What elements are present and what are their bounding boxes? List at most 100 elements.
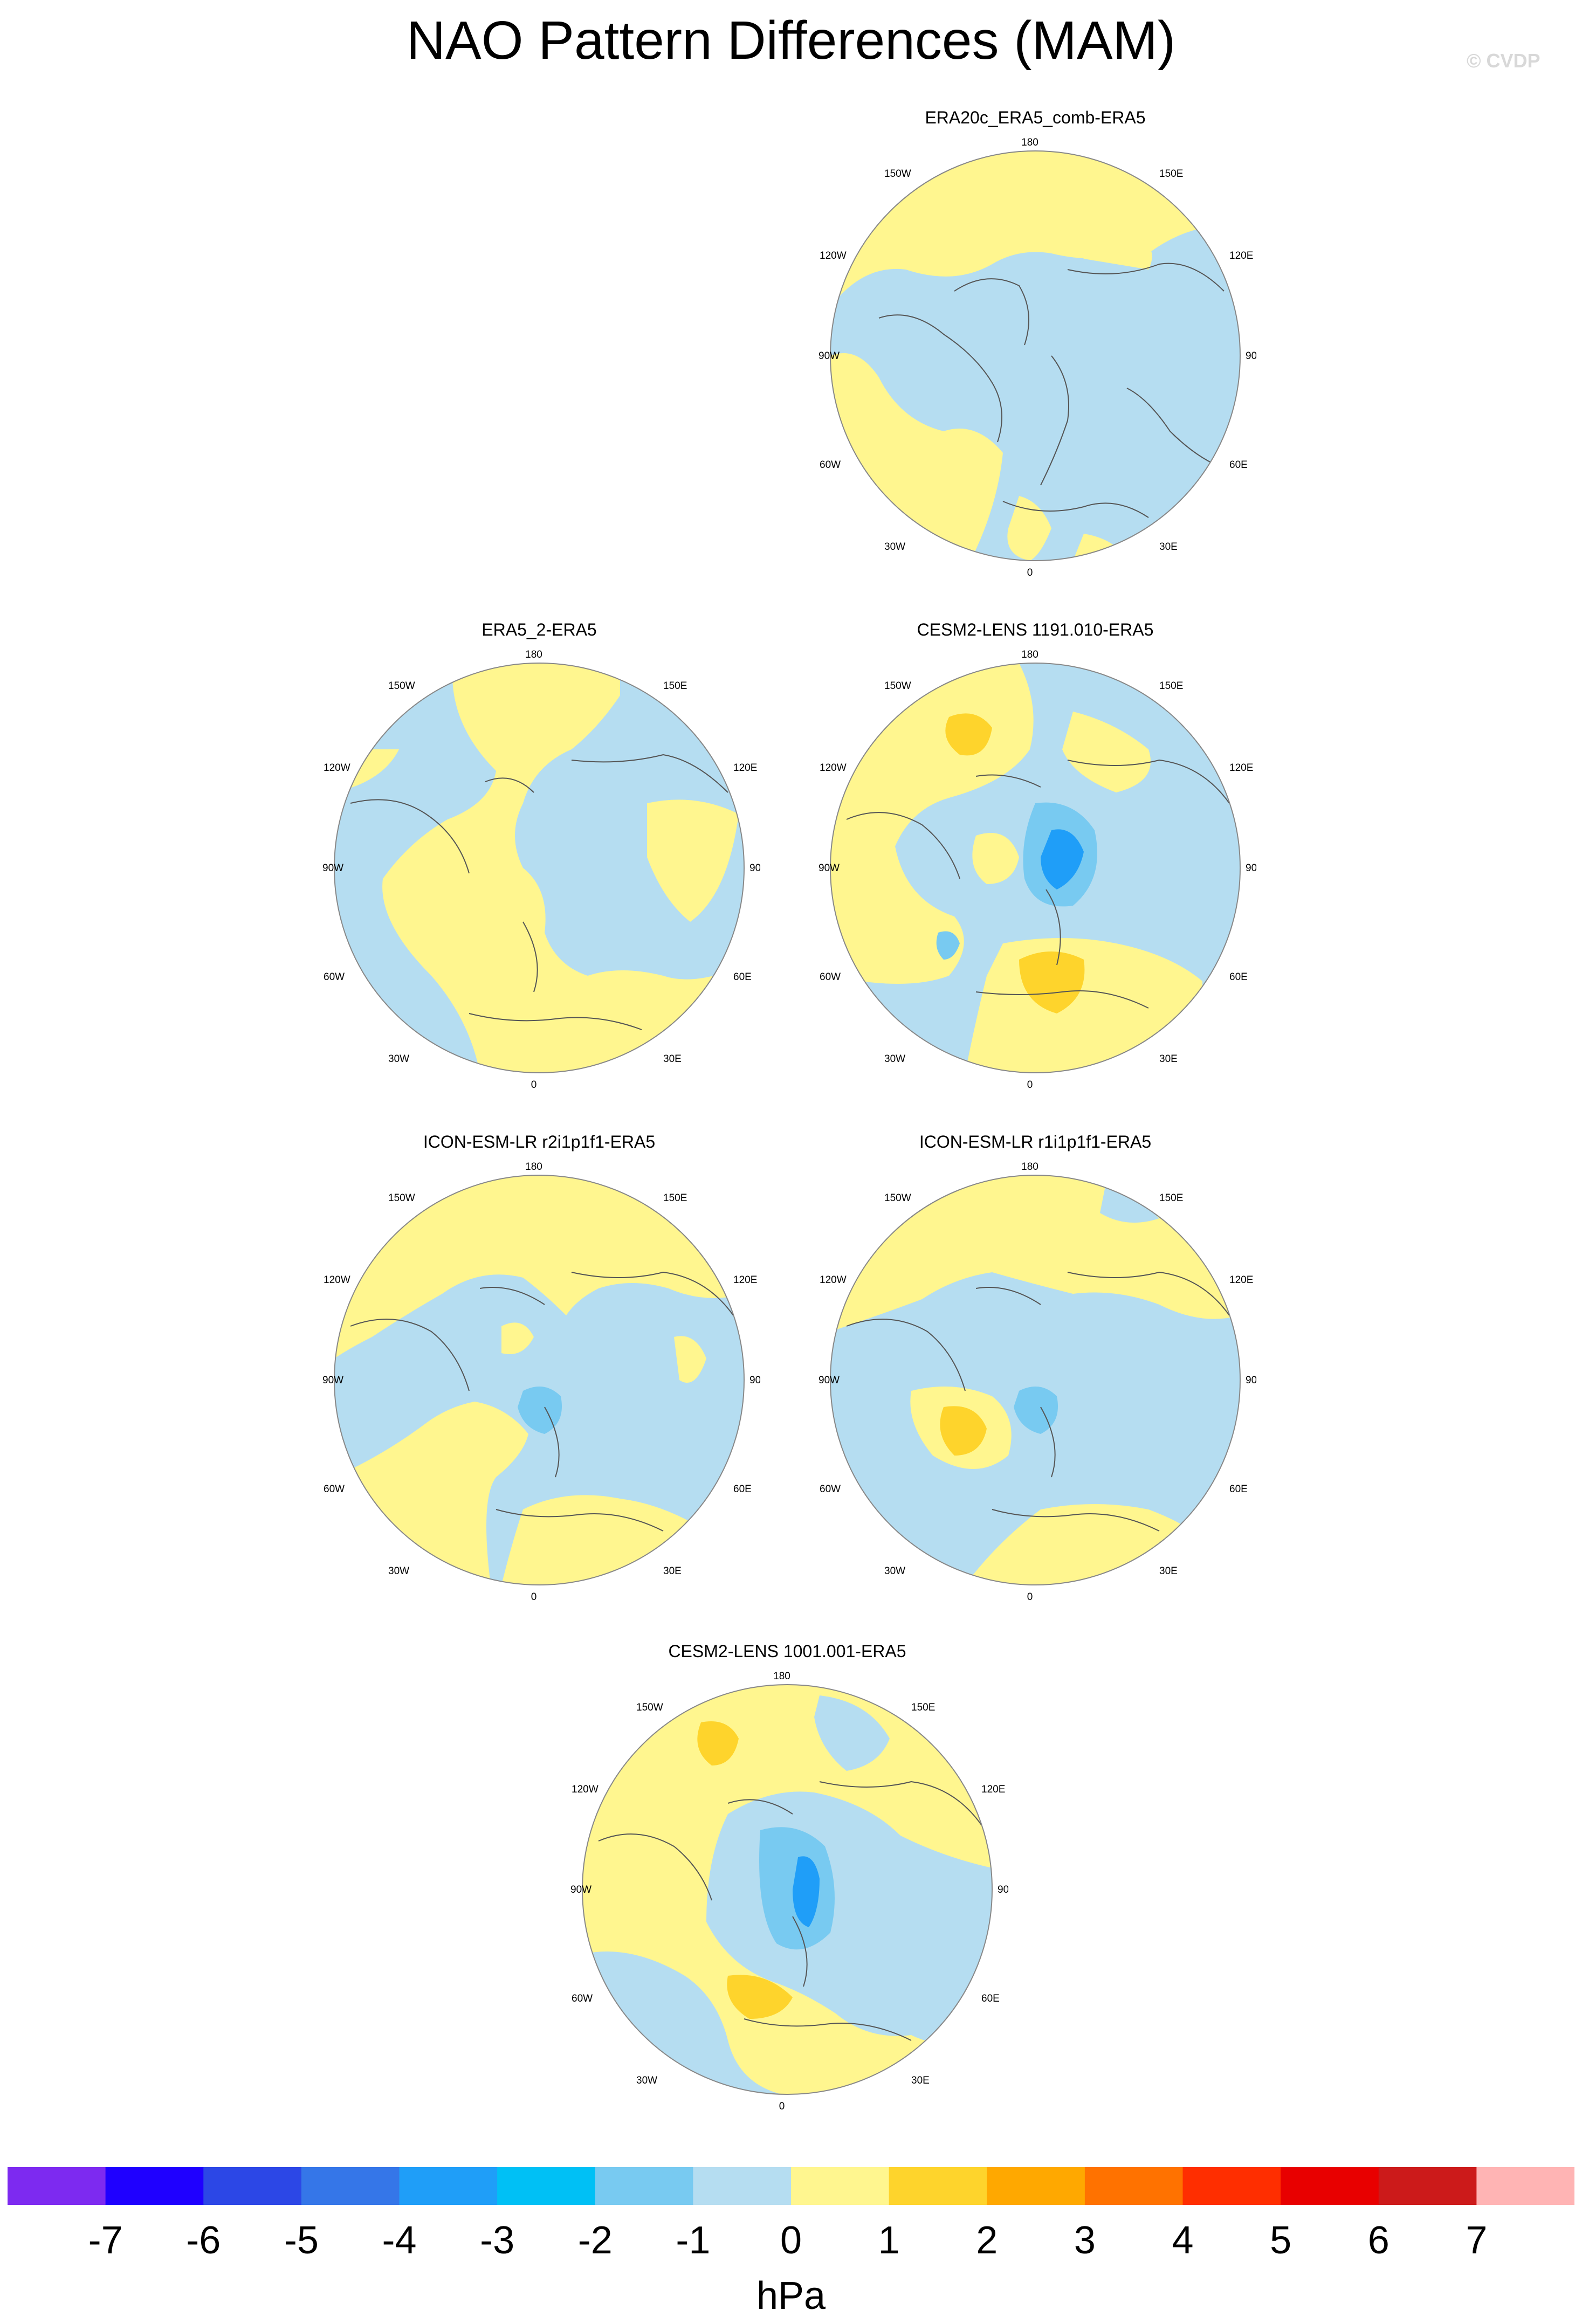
colorbar-swatch: [301, 2167, 400, 2205]
colorbar-swatches: [8, 2167, 1574, 2205]
lon-label: 180: [1021, 137, 1038, 148]
colorbar-swatch: [1182, 2167, 1281, 2205]
colorbar-swatch: [693, 2167, 792, 2205]
colorbar-labels: -7 -6 -5 -4 -3 -2 -1 0 1 2 3 4 5 6 7: [88, 2219, 1488, 2262]
lon-label: 60W: [324, 971, 345, 983]
lon-label: 90W: [322, 1375, 343, 1386]
colorbar-tick-label: 3: [1074, 2219, 1096, 2262]
coastlines: [878, 263, 1225, 518]
polar-map: 180 0 90W 90E 150W 120W 150E 120E 60W 30…: [818, 1161, 1256, 1603]
negative-region: [814, 1695, 890, 1771]
colorbar-tick-label: 4: [1172, 2219, 1193, 2262]
colorbar-tick-label: 5: [1270, 2219, 1291, 2262]
lon-label: 180: [1021, 649, 1038, 660]
lon-label: 150E: [1159, 168, 1183, 180]
polar-map: 180 0 90W 90E 150W 120W 150E 120E 60W 30…: [322, 649, 760, 1091]
map-boundary: [830, 150, 1241, 561]
map-boundary: [334, 1175, 745, 1585]
map-boundary: [582, 1684, 993, 2095]
colorbar-swatch: [1281, 2167, 1379, 2205]
colorbar-swatch: [8, 2167, 106, 2205]
panel-icon-r2: ICON-ESM-LR r2i1p1f1-ERA5 180 0 90W 90E …: [318, 1132, 760, 1617]
lon-label: 90E: [998, 1884, 1008, 1895]
lon-label: 120E: [733, 762, 757, 774]
polar-map: 180 0 90W 90E 150W 120W 150E 120E 60W 30…: [570, 1671, 1008, 2112]
negative-region-strong: [518, 1387, 562, 1434]
colorbar-swatch: [497, 2167, 596, 2205]
lon-label: 60W: [572, 1993, 593, 2004]
lon-label: 60E: [1229, 459, 1248, 471]
positive-region: [1007, 496, 1051, 561]
colorbar-tick-label: -2: [578, 2219, 613, 2262]
lon-label: 90W: [322, 863, 343, 874]
lon-label: 150E: [911, 1702, 935, 1713]
lon-label: 180: [525, 1161, 542, 1173]
lon-label: 120W: [572, 1784, 599, 1795]
lon-label: 60E: [981, 1993, 1000, 2004]
lon-label: 90W: [818, 350, 840, 362]
negative-region-strong: [936, 931, 960, 960]
colorbar-swatch: [791, 2167, 890, 2205]
colorbar-swatch: [1084, 2167, 1184, 2205]
lon-label: 90E: [1246, 863, 1256, 874]
colorbar-tick-label: -7: [88, 2219, 123, 2262]
positive-region-strong: [697, 1721, 739, 1766]
lon-label: 30E: [663, 1566, 682, 1577]
positive-region: [647, 799, 739, 922]
colorbar-tick-label: -6: [186, 2219, 221, 2262]
lon-label: 150W: [388, 1192, 415, 1204]
positive-region-strong: [945, 713, 992, 756]
coastlines: [350, 754, 728, 1030]
lon-label: 30W: [388, 1566, 409, 1577]
lon-label: 60W: [820, 1484, 841, 1495]
lon-label: 30W: [636, 2075, 657, 2086]
lon-label: 90W: [818, 1375, 840, 1386]
lon-label: 30E: [1159, 1053, 1178, 1065]
negative-region-core: [1041, 829, 1084, 889]
colorbar-tick-label: -1: [676, 2219, 710, 2262]
lon-label: 0: [531, 1591, 537, 1603]
lon-label: 30E: [663, 1053, 682, 1065]
lon-label: 150E: [663, 680, 687, 692]
colorbar-swatch: [889, 2167, 987, 2205]
colorbar: -7 -6 -5 -4 -3 -2 -1 0 1 2 3 4 5 6 7: [8, 2167, 1574, 2262]
panel-icon-r1: ICON-ESM-LR r1i1p1f1-ERA5 180 0 90W 90E …: [814, 1132, 1256, 1617]
figure-title: NAO Pattern Differences (MAM): [406, 10, 1176, 71]
lon-label: 90E: [749, 1375, 760, 1386]
negative-region-core: [793, 1856, 820, 1927]
lon-label: 120E: [1229, 762, 1253, 774]
coastlines: [598, 1781, 982, 2041]
lon-label: 120W: [820, 1274, 847, 1286]
colorbar-tick-label: -3: [480, 2219, 514, 2262]
panel-title: ERA5_2-ERA5: [482, 620, 597, 639]
colorbar-swatch: [987, 2167, 1085, 2205]
panel-era5-2: ERA5_2-ERA5 180 0 90W 90E 150W 120W 150E…: [318, 620, 760, 1105]
colorbar-tick-label: -4: [382, 2219, 416, 2262]
lon-label: 150E: [663, 1192, 687, 1204]
lon-label: 30E: [1159, 541, 1178, 553]
lon-label: 90E: [1246, 350, 1256, 362]
colorbar-tick-label: 1: [878, 2219, 900, 2262]
colorbar-swatch: [203, 2167, 302, 2205]
colorbar-swatch: [105, 2167, 204, 2205]
lon-label: 60E: [733, 971, 752, 983]
positive-region: [830, 151, 1240, 307]
lon-label: 150E: [1159, 1192, 1183, 1204]
colorbar-tick-label: 6: [1368, 2219, 1390, 2262]
positive-region-strong: [1019, 951, 1085, 1013]
positive-region-strong: [940, 1406, 987, 1456]
panel-era20c: ERA20c_ERA5_comb-ERA5 180 0 90W 90E 150W…: [814, 108, 1256, 593]
panel-title: ICON-ESM-LR r1i1p1f1-ERA5: [919, 1132, 1152, 1151]
coastlines: [350, 1271, 734, 1532]
lon-label: 60E: [1229, 971, 1248, 983]
lon-label: 120W: [820, 762, 847, 774]
lon-label: 120W: [324, 1274, 350, 1286]
lon-label: 60E: [1229, 1484, 1248, 1495]
lon-label: 30E: [1159, 1566, 1178, 1577]
colorbar-swatch: [399, 2167, 498, 2205]
colorbar-unit: hPa: [756, 2274, 826, 2318]
lon-label: 90W: [570, 1884, 591, 1895]
colorbar-swatch: [1476, 2167, 1574, 2205]
lon-label: 0: [531, 1079, 537, 1091]
negative-region: [1100, 1186, 1159, 1223]
